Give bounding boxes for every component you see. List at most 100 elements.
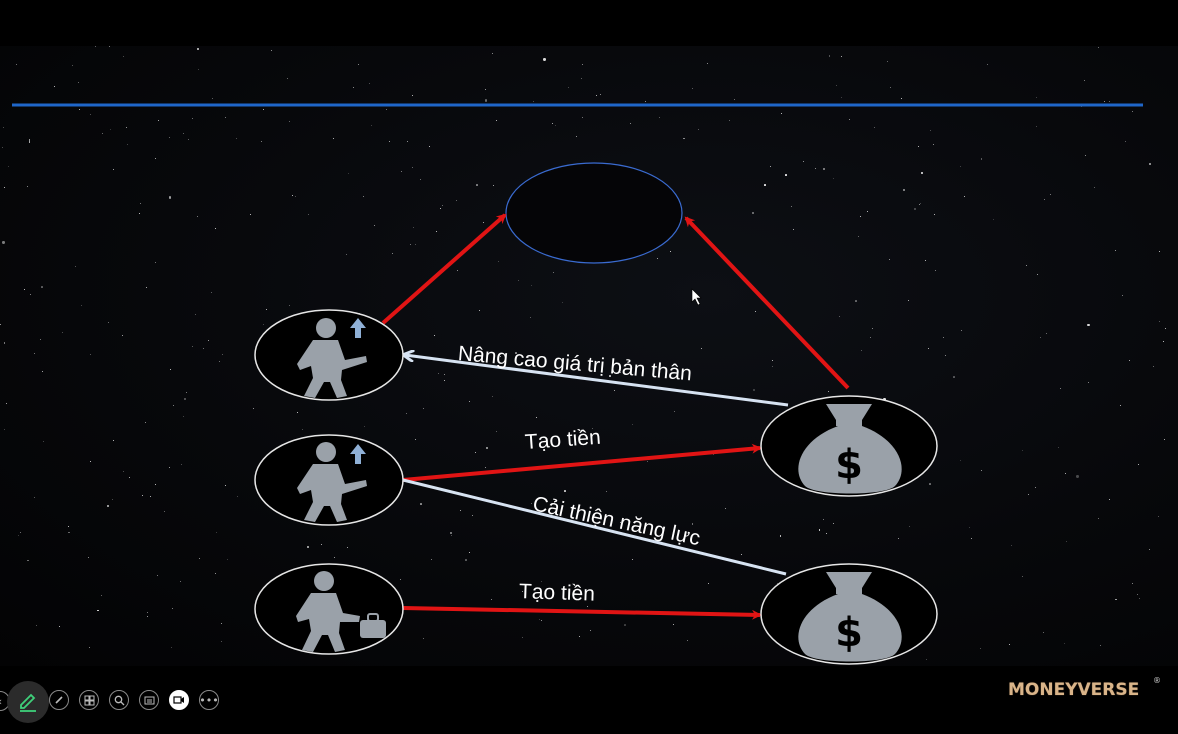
background-star [129, 477, 131, 479]
background-star [289, 304, 291, 306]
background-star [1121, 295, 1123, 297]
background-star [543, 58, 546, 61]
background-star [155, 262, 157, 264]
background-star [986, 64, 988, 66]
background-star [953, 376, 955, 379]
background-star [368, 83, 370, 85]
background-star [929, 130, 931, 132]
slides-overview-button[interactable] [79, 690, 99, 710]
background-star [873, 127, 875, 129]
background-star [191, 345, 193, 347]
person-up-icon [297, 318, 367, 398]
background-star [422, 637, 424, 639]
background-star [752, 388, 756, 392]
background-star [410, 244, 412, 246]
background-star [840, 56, 842, 58]
background-star [420, 503, 422, 505]
background-star [518, 279, 520, 281]
background-star [472, 514, 474, 516]
background-star [1046, 333, 1048, 335]
laser-pointer-button[interactable] [49, 690, 69, 710]
subtitles-button[interactable] [139, 690, 159, 710]
background-star [28, 139, 31, 142]
background-star [913, 207, 917, 211]
background-star [53, 86, 55, 88]
background-star [960, 165, 962, 167]
more-options-button[interactable]: ••• [199, 690, 219, 710]
background-star [924, 259, 926, 261]
background-star [554, 124, 556, 126]
background-star [172, 405, 174, 407]
background-star [306, 545, 310, 549]
background-star [541, 581, 543, 582]
background-star [1115, 249, 1117, 251]
background-star [430, 559, 432, 561]
pen-tool-button[interactable] [7, 681, 49, 723]
person-node-bottom [254, 563, 404, 655]
background-star [900, 97, 902, 99]
background-star [321, 543, 323, 545]
ellipsis-icon: ••• [199, 693, 219, 707]
background-star [1035, 125, 1037, 127]
background-star [669, 251, 671, 253]
background-star [1158, 251, 1160, 253]
background-star [586, 606, 588, 608]
label-make-money-bottom: Tạo tiền [518, 580, 596, 606]
background-star [172, 608, 174, 610]
background-star [212, 97, 214, 99]
background-star [468, 552, 470, 554]
background-star [433, 334, 435, 336]
background-star [122, 334, 124, 336]
background-star [754, 311, 756, 313]
background-star [88, 556, 90, 558]
background-star [902, 188, 906, 192]
background-star [1109, 101, 1111, 103]
background-star [979, 648, 981, 650]
background-star [88, 647, 90, 649]
camera-button[interactable] [169, 690, 189, 710]
line-person-to-money-bottom [402, 478, 787, 576]
background-star [28, 141, 31, 144]
background-star [490, 598, 492, 600]
background-star [296, 412, 298, 414]
background-star [29, 293, 31, 295]
background-star [701, 348, 702, 350]
background-star [656, 257, 658, 259]
background-star [110, 128, 112, 130]
zoom-button[interactable] [109, 690, 129, 710]
background-star [1119, 405, 1121, 407]
background-star [347, 172, 349, 174]
background-star [1108, 499, 1110, 501]
background-star [1050, 193, 1052, 195]
background-star [606, 491, 608, 493]
background-star [4, 186, 6, 188]
background-star [888, 259, 890, 261]
background-star [332, 137, 334, 139]
background-star [608, 375, 611, 377]
background-star [263, 324, 265, 326]
background-star [631, 559, 633, 561]
background-star [764, 184, 766, 186]
background-star [373, 225, 375, 227]
background-star [725, 508, 727, 510]
background-star [826, 532, 828, 534]
background-star [943, 337, 945, 339]
background-star [729, 120, 731, 122]
background-star [443, 379, 445, 381]
background-star [141, 495, 143, 496]
background-star [271, 50, 273, 52]
background-star [294, 195, 296, 197]
background-star [691, 523, 694, 525]
background-star [464, 559, 467, 561]
background-star [420, 178, 422, 180]
background-star [887, 61, 889, 63]
background-star [918, 203, 920, 205]
background-star [687, 640, 689, 642]
background-star [202, 348, 204, 350]
background-star [1028, 494, 1030, 496]
background-star [109, 46, 111, 48]
background-star [644, 100, 646, 102]
background-star [34, 496, 36, 498]
background-star [860, 216, 862, 218]
background-star [90, 354, 92, 356]
